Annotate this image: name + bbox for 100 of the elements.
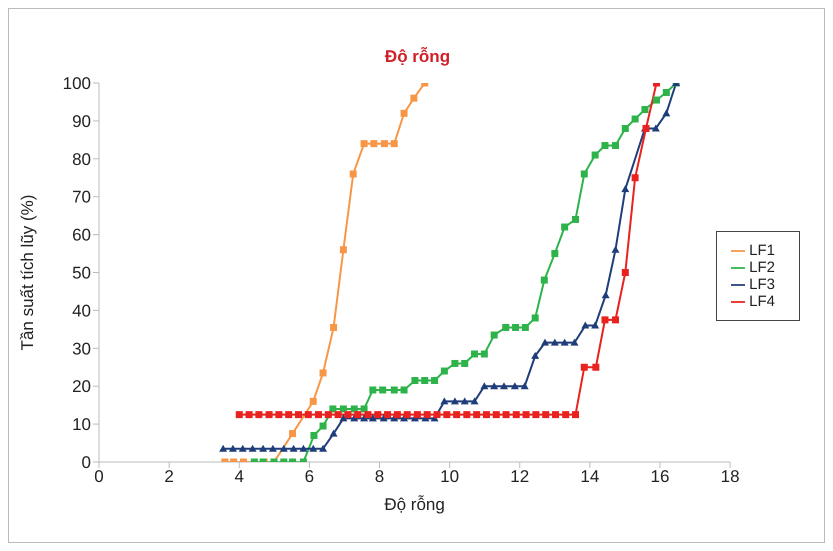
point [473, 411, 480, 418]
y-tick-label: 100 [62, 74, 91, 94]
point [622, 124, 629, 132]
x-tick-label: 14 [580, 467, 600, 486]
point [421, 377, 428, 384]
point [612, 142, 619, 150]
chart-title: Độ rỗng [384, 47, 452, 67]
point [310, 398, 317, 405]
point [255, 411, 262, 418]
point [320, 422, 327, 430]
point [502, 411, 510, 418]
point [602, 291, 610, 298]
point [400, 386, 408, 394]
point [320, 369, 327, 376]
point [480, 350, 488, 358]
point [248, 444, 257, 452]
point [369, 386, 376, 394]
point [304, 411, 312, 418]
point [652, 124, 660, 132]
point [339, 414, 348, 422]
point [552, 411, 560, 418]
y-tick-label: 0 [82, 453, 91, 472]
point [581, 322, 590, 329]
point [612, 316, 619, 324]
point [450, 397, 459, 404]
point [360, 414, 368, 422]
point [601, 142, 608, 150]
point [314, 411, 322, 418]
point [246, 411, 253, 418]
point [502, 324, 510, 331]
x-tick-label: 12 [510, 467, 530, 486]
point [443, 411, 450, 418]
x-tick-label: 8 [374, 467, 384, 486]
point [550, 338, 559, 346]
point [470, 397, 479, 404]
point [572, 216, 580, 223]
x-tick-label: 18 [720, 467, 740, 486]
legend-label: LF3 [749, 276, 775, 292]
point [490, 382, 498, 390]
point [319, 444, 328, 452]
point [453, 411, 460, 418]
point [632, 174, 639, 182]
point [379, 386, 386, 394]
point [461, 360, 468, 367]
point [330, 324, 338, 331]
point [512, 411, 520, 418]
point [299, 444, 308, 452]
point [532, 314, 539, 322]
point [570, 338, 578, 346]
point [492, 411, 500, 418]
point [592, 152, 599, 159]
point [541, 338, 550, 346]
point [309, 444, 318, 452]
point [368, 414, 377, 422]
y-tick-label: 60 [72, 226, 91, 245]
x-axis-title: Độ rỗng [384, 495, 445, 514]
point [522, 411, 530, 418]
point [580, 364, 588, 371]
point [414, 411, 421, 418]
y-tick-label: 80 [72, 150, 91, 169]
point [611, 246, 620, 253]
point [334, 411, 342, 418]
point [384, 411, 392, 418]
point [330, 430, 338, 437]
point [512, 324, 520, 331]
point [380, 414, 388, 422]
point [380, 140, 388, 148]
x-tick-label: 10 [440, 467, 460, 486]
point [662, 109, 670, 116]
point [280, 444, 288, 452]
point [632, 116, 639, 123]
x-tick-label: 4 [234, 467, 244, 486]
point [410, 94, 418, 102]
point [238, 444, 247, 452]
point [266, 411, 273, 418]
point [580, 170, 588, 178]
point [653, 96, 660, 104]
point [520, 382, 529, 390]
point [285, 411, 292, 418]
point [390, 140, 398, 148]
point [622, 269, 629, 276]
point [621, 185, 630, 192]
point [434, 411, 441, 418]
y-tick-label: 50 [72, 264, 91, 283]
point [532, 411, 540, 418]
point [482, 411, 490, 418]
point [542, 411, 550, 418]
point [350, 170, 357, 178]
x-tick-label: 2 [164, 467, 174, 486]
point [295, 411, 302, 418]
x-tick-label: 16 [650, 467, 670, 486]
legend-label: LF2 [749, 258, 775, 276]
point [572, 411, 580, 418]
point [460, 397, 469, 404]
point [400, 110, 408, 117]
x-tick-label: 0 [94, 467, 104, 486]
point [394, 411, 401, 418]
point [259, 444, 268, 452]
point [560, 338, 569, 346]
y-tick-label: 70 [72, 188, 91, 207]
